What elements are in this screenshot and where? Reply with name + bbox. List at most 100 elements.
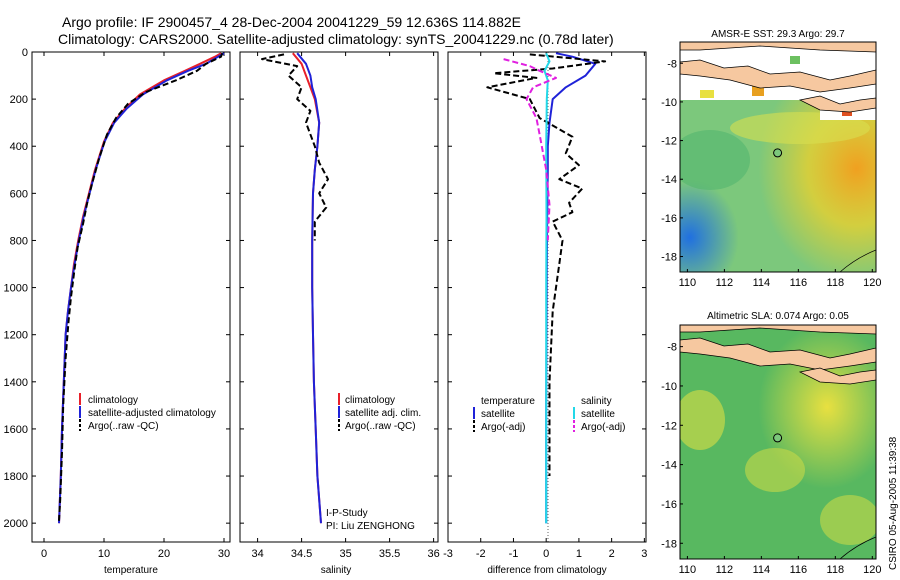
csiro-timestamp: CSIRO 05-Aug-2005 11:39:38 [888,436,899,570]
legend3-temp-argo-label: Argo(-adj) [481,422,525,433]
map-x-tick-label: 114 [753,564,771,576]
x-tick-label: 36 [427,548,439,560]
difference-axis-label: difference from climatology [487,565,606,576]
y-tick-label: 1800 [4,471,28,483]
map-x-tick-label: 118 [827,277,845,289]
map-x-tick-label: 118 [827,564,845,576]
salinity-plot-frame [239,51,439,543]
temperature-axis-label: temperature [104,565,158,576]
y-tick-label: 200 [10,94,28,106]
legend3-temp-sat-label: satellite [481,409,515,420]
legend2-climatology-label: climatology [345,395,395,406]
legend-climatology-label: climatology [88,395,138,406]
sst-cell [752,86,764,96]
sst-map-frame [679,41,877,273]
difference-legend: temperature satellite Argo(-adj) salinit… [473,396,625,433]
java-landmass [680,337,876,371]
map-y-tick-label: -18 [661,252,677,264]
y-tick-label: 600 [10,188,28,200]
map-y-tick-label: -14 [661,174,677,186]
map-x-tick-label: 116 [790,564,808,576]
series-line-1 [296,52,322,524]
salinity-legend: climatology satellite adj. clim. Argo(..… [338,393,421,432]
x-tick-label: 34.5 [291,548,312,560]
header-line-2: Climatology: CARS2000. Satellite-adjuste… [58,31,614,47]
sst-map: AMSR-E SST: 29.3 Argo: 29.7 110 112 114 116… [661,29,881,289]
map-y-tick-label: -10 [661,97,677,109]
series-line-2 [58,52,224,521]
lesser-sunda-islands [798,367,876,385]
map-y-tick-label: -8 [667,342,677,354]
y-tick-label: 1400 [4,377,28,389]
legend-satellite-label: satellite-adjusted climatology [88,408,216,419]
australia-coast [839,536,876,559]
argo-location-marker [773,433,783,443]
map-y-tick-label: -12 [661,136,677,148]
map-x-tick-label: 112 [716,564,734,576]
legend3-sal-title: salinity [581,396,612,407]
map-y-tick-label: -12 [661,420,677,432]
pi-note: PI: Liu ZENGHONG [326,521,415,532]
argo-location-marker [773,148,783,158]
header-line-1: Argo profile: IF 2900457_4 28-Dec-2004 2… [62,14,521,30]
x-tick-label: 35 [339,548,351,560]
x-tick-label: 30 [218,548,230,560]
temperature-legend: climatology satellite-adjusted climatolo… [79,393,216,432]
temperature-plot-frame [31,51,231,543]
sla-map: Altimetric SLA: 0.074 Argo: 0.05 110 112 1… [661,311,881,576]
series-line-1 [486,53,607,476]
y-tick-label: 0 [22,47,28,59]
map-y-tick-label: -18 [661,538,677,550]
map-y-tick-label: -8 [667,58,677,70]
difference-panel: -3 -2 -1 0 1 2 3 difference from climatology t… [443,51,647,576]
x-tick-label: -1 [509,548,519,560]
y-tick-label: 1200 [4,330,28,342]
legend3-sal-argo-label: Argo(-adj) [581,422,625,433]
series-line-2 [543,52,551,524]
map-x-tick-label: 112 [716,277,734,289]
legend3-sal-sat-label: satellite [581,409,615,420]
map-y-tick-label: -16 [661,499,677,511]
map-x-tick-label: 110 [679,277,697,289]
y-tick-label: 1600 [4,424,28,436]
x-tick-label: -3 [443,548,453,560]
sla-yellow-blob [745,448,805,492]
legend2-argo-label: Argo(..raw -QC) [345,421,416,432]
north-landmass [680,325,876,335]
y-tick-label: 400 [10,141,28,153]
sla-yellow-blob [820,495,876,545]
sst-green-blob [680,130,750,190]
y-tick-label: 2000 [4,518,28,530]
x-tick-label: 2 [609,548,615,560]
y-tick-label: 1000 [4,283,28,295]
salinity-panel: 34 34.5 35 35.5 36 salinity climatology sate… [239,51,440,576]
java-landmass [680,59,876,93]
x-tick-label: 20 [158,548,170,560]
x-tick-label: 0 [543,548,549,560]
study-note: I-P-Study [326,508,368,519]
temperature-panel: 0 10 20 30 0 200 400 600 800 1000 1200 1400 1600 1800… [4,47,231,576]
series-line-2 [261,53,329,241]
australia-coast [839,249,876,272]
north-landmass [680,42,876,53]
x-tick-label: 1 [576,548,582,560]
map-x-tick-label: 120 [863,564,881,576]
sla-map-frame [679,324,877,560]
series-line-3 [503,58,557,241]
x-tick-label: 0 [41,548,47,560]
sst-cell [700,90,714,98]
sst-map-title: AMSR-E SST: 29.3 Argo: 29.7 [711,29,845,40]
x-tick-label: 34 [251,548,263,560]
x-tick-label: -2 [476,548,486,560]
y-tick-label: 800 [10,235,28,247]
sla-yellow-blob [680,390,725,450]
sla-map-title: Altimetric SLA: 0.074 Argo: 0.05 [707,311,849,322]
salinity-axis-label: salinity [321,565,352,576]
x-tick-label: 3 [641,548,647,560]
map-x-tick-label: 116 [790,277,808,289]
x-tick-label: 10 [98,548,110,560]
map-x-tick-label: 110 [679,564,697,576]
legend-argo-label: Argo(..raw -QC) [88,421,159,432]
legend2-satellite-label: satellite adj. clim. [345,408,421,419]
